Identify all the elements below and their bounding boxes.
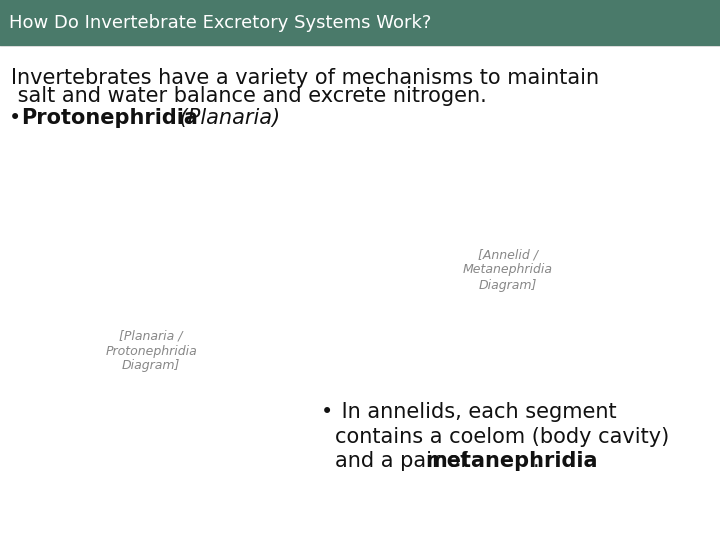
Text: Invertebrates have a variety of mechanisms to maintain: Invertebrates have a variety of mechanis… xyxy=(11,68,599,87)
Text: In annelids, each segment: In annelids, each segment xyxy=(335,402,616,422)
Text: How Do Invertebrate Excretory Systems Work?: How Do Invertebrate Excretory Systems Wo… xyxy=(9,14,431,32)
Text: .: . xyxy=(533,451,539,471)
Text: contains a coelom (body cavity): contains a coelom (body cavity) xyxy=(335,427,669,447)
Text: (Planaria): (Planaria) xyxy=(173,108,280,128)
FancyBboxPatch shape xyxy=(0,0,720,46)
Text: [Annelid /
Metanephridia
Diagram]: [Annelid / Metanephridia Diagram] xyxy=(463,248,553,292)
Text: salt and water balance and excrete nitrogen.: salt and water balance and excrete nitro… xyxy=(11,86,487,106)
Text: Protonephridia: Protonephridia xyxy=(22,108,199,128)
Text: •: • xyxy=(320,402,333,422)
Text: and a pair of: and a pair of xyxy=(335,451,474,471)
Text: [Planaria /
Protonephridia
Diagram]: [Planaria / Protonephridia Diagram] xyxy=(105,329,197,373)
Text: metanephridia: metanephridia xyxy=(425,451,598,471)
Text: •: • xyxy=(9,108,21,128)
